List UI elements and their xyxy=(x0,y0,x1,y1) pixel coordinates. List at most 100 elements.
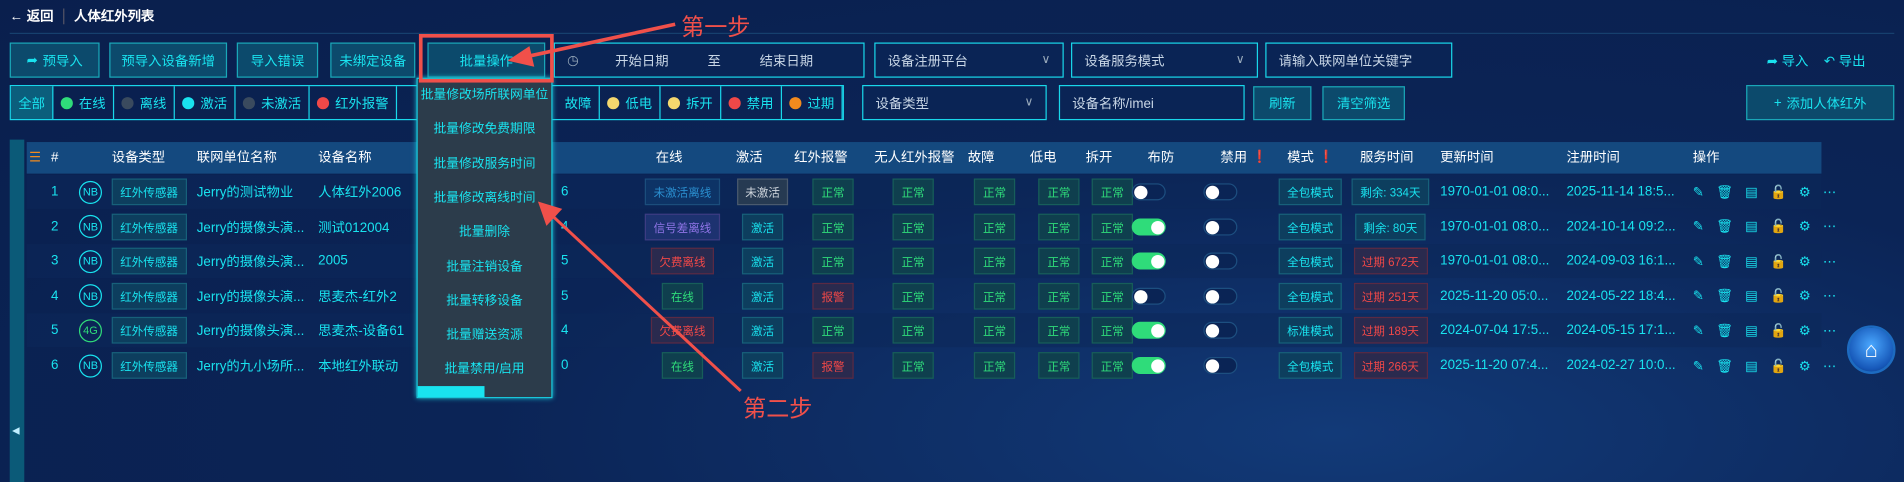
table-row[interactable]: 4 NB 红外传感器 Jerry的摄像头演... 思麦杰-红外2 5 在线 激活 报警 正常 正常正… xyxy=(27,279,1836,313)
settings-icon[interactable]: ⚙ xyxy=(1798,289,1811,304)
filter-2[interactable]: 离线 xyxy=(114,86,175,119)
lock-icon[interactable]: 🔓 xyxy=(1769,324,1787,339)
arm-toggle[interactable] xyxy=(1131,183,1166,201)
table-row[interactable]: 3 NB 红外传感器 Jerry的摄像头演... 2005 5 欠费离线 激活 正常 正常 正常 正常… xyxy=(26,244,1836,279)
disable-toggle[interactable] xyxy=(1203,356,1238,374)
menu-item-1[interactable]: 批量修改免费期限 xyxy=(433,121,536,137)
back-button[interactable]: ← 返回 xyxy=(9,9,54,25)
table-row[interactable]: 1 NB 红外传感器 Jerry的测试物业 人体红外2006 6 未激活离线 未激活 正常 正常正… xyxy=(26,174,1836,209)
delete-icon[interactable]: 🗑 xyxy=(1716,358,1734,374)
menu-item-6[interactable]: 批量转移设备 xyxy=(446,293,523,309)
document-icon[interactable]: ▤ xyxy=(1745,219,1758,235)
service-mode-select[interactable]: 设备服务模式 ∨ xyxy=(1071,42,1259,78)
lock-icon[interactable]: 🔓 xyxy=(1769,219,1787,235)
edit-icon[interactable]: ✎ xyxy=(1692,324,1704,339)
service-time-cell: 过期 189天 xyxy=(1348,314,1433,348)
column-settings-icon[interactable]: ☰ xyxy=(29,150,42,166)
export-link[interactable]: ↶ 导出 xyxy=(1824,51,1866,70)
table-row[interactable]: 6 NB 红外传感器 Jerry的九小场所... 本地红外联动 0 在线 激活 报警 正常 正常 正常… xyxy=(27,348,1836,382)
document-icon[interactable]: ▤ xyxy=(1745,324,1758,339)
document-icon[interactable]: ▤ xyxy=(1745,358,1758,374)
more-icon[interactable]: ⋯ xyxy=(1822,289,1837,304)
lock-icon[interactable]: 🔓 xyxy=(1769,358,1787,374)
pre-import-new-button[interactable]: 预导入设备新增 xyxy=(109,42,228,78)
arm-toggle[interactable] xyxy=(1131,287,1166,305)
menu-item-5[interactable]: 批量注销设备 xyxy=(446,259,523,274)
more-icon[interactable]: ⋯ xyxy=(1822,324,1837,339)
edit-icon[interactable]: ✎ xyxy=(1692,185,1704,200)
settings-icon[interactable]: ⚙ xyxy=(1798,254,1811,270)
filter-5[interactable]: 红外报警 xyxy=(310,86,398,119)
arm-toggle[interactable] xyxy=(1131,218,1166,236)
menu-item-2[interactable]: 批量修改服务时间 xyxy=(433,156,536,171)
disable-toggle[interactable] xyxy=(1203,322,1238,340)
document-icon[interactable]: ▤ xyxy=(1745,185,1758,200)
filter-10[interactable]: 过期 xyxy=(782,86,843,119)
edit-icon[interactable]: ✎ xyxy=(1692,289,1704,304)
more-icon[interactable]: ⋯ xyxy=(1822,254,1837,270)
device-type-select[interactable]: 设备类型 ∨ xyxy=(862,84,1047,121)
refresh-button[interactable]: 刷新 xyxy=(1253,86,1312,121)
arm-toggle[interactable] xyxy=(1131,322,1166,340)
disable-toggle[interactable] xyxy=(1203,252,1238,270)
menu-item-0[interactable]: 批量修改场所联网单位 xyxy=(420,87,549,102)
delete-icon[interactable]: 🗑 xyxy=(1716,219,1734,235)
lock-icon[interactable]: 🔓 xyxy=(1769,185,1787,200)
menu-item-4[interactable]: 批量删除 xyxy=(459,224,511,240)
date-range-picker[interactable]: ◷ 开始日期 至 结束日期 xyxy=(553,42,865,78)
unbound-devices-button[interactable]: 未绑定设备 xyxy=(330,42,416,78)
info-icon[interactable]: ❗ xyxy=(1251,150,1268,164)
settings-icon[interactable]: ⚙ xyxy=(1798,219,1811,235)
lock-icon[interactable]: 🔓 xyxy=(1769,289,1787,304)
edit-icon[interactable]: ✎ xyxy=(1692,219,1704,235)
disable-toggle[interactable] xyxy=(1203,183,1238,201)
filter-4[interactable]: 未激活 xyxy=(236,86,310,119)
table-row[interactable]: 2NB红外传感器Jerry的摄像头演...测试0120044信号差离线激活正常正… xyxy=(27,210,1836,244)
end-date[interactable]: 结束日期 xyxy=(759,54,814,69)
pre-import-button[interactable]: ➦ 预导入 xyxy=(9,42,100,78)
settings-icon[interactable]: ⚙ xyxy=(1798,185,1811,200)
info-icon[interactable]: ❗ xyxy=(1318,150,1334,164)
disable-toggle[interactable] xyxy=(1203,218,1238,236)
collapse-arrow-icon[interactable]: ◀ xyxy=(12,424,20,436)
delete-icon[interactable]: 🗑 xyxy=(1716,289,1734,304)
filter-6[interactable]: 故障 xyxy=(557,86,600,119)
edit-icon[interactable]: ✎ xyxy=(1692,358,1704,374)
clear-filters-button[interactable]: 清空筛选 xyxy=(1322,86,1405,121)
filter-9[interactable]: 禁用 xyxy=(721,86,783,119)
more-icon[interactable]: ⋯ xyxy=(1822,358,1837,374)
more-icon[interactable]: ⋯ xyxy=(1822,219,1837,235)
filter-0[interactable]: 全部 xyxy=(10,86,54,119)
page-title: 人体红外列表 xyxy=(74,9,155,25)
filter-1[interactable]: 在线 xyxy=(53,86,115,119)
settings-icon[interactable]: ⚙ xyxy=(1798,358,1811,374)
delete-icon[interactable]: 🗑 xyxy=(1716,324,1734,339)
settings-icon[interactable]: ⚙ xyxy=(1798,324,1811,339)
sidebar-collapse-strip[interactable]: ◀ xyxy=(9,139,25,482)
delete-icon[interactable]: 🗑 xyxy=(1716,254,1734,270)
platform-select[interactable]: 设备注册平台 ∨ xyxy=(874,42,1064,78)
import-errors-button[interactable]: 导入错误 xyxy=(236,42,319,78)
filter-3[interactable]: 激活 xyxy=(175,86,236,119)
arm-toggle[interactable] xyxy=(1131,252,1166,270)
arm-toggle[interactable] xyxy=(1131,356,1166,374)
import-link[interactable]: ➦ 导入 xyxy=(1767,51,1809,70)
lock-icon[interactable]: 🔓 xyxy=(1769,254,1787,270)
add-infrared-button[interactable]: + 添加人体红外 xyxy=(1746,84,1895,121)
more-icon[interactable]: ⋯ xyxy=(1822,185,1837,200)
document-icon[interactable]: ▤ xyxy=(1745,289,1758,304)
menu-item-3[interactable]: 批量修改离线时间 xyxy=(433,190,536,206)
filter-7[interactable]: 低电 xyxy=(600,86,661,119)
device-name-input[interactable]: 设备名称/imei xyxy=(1058,84,1245,121)
document-icon[interactable]: ▤ xyxy=(1745,254,1758,270)
menu-item-8[interactable]: 批量禁用/启用 xyxy=(444,362,525,377)
edit-icon[interactable]: ✎ xyxy=(1692,254,1704,270)
table-row[interactable]: 5 4G 红外传感器 Jerry的摄像头演... 思麦杰-设备61 4 欠费离线 激活 正常 正常… xyxy=(26,313,1836,348)
disable-toggle[interactable] xyxy=(1203,287,1238,305)
filter-8[interactable]: 拆开 xyxy=(661,86,722,119)
keyword-input[interactable]: 请输入联网单位关键字 xyxy=(1265,42,1453,78)
delete-icon[interactable]: 🗑 xyxy=(1716,185,1734,200)
menu-item-7[interactable]: 批量赠送资源 xyxy=(446,327,523,343)
home-button[interactable]: ⌂ xyxy=(1846,325,1896,374)
start-date[interactable]: 开始日期 xyxy=(615,54,669,69)
